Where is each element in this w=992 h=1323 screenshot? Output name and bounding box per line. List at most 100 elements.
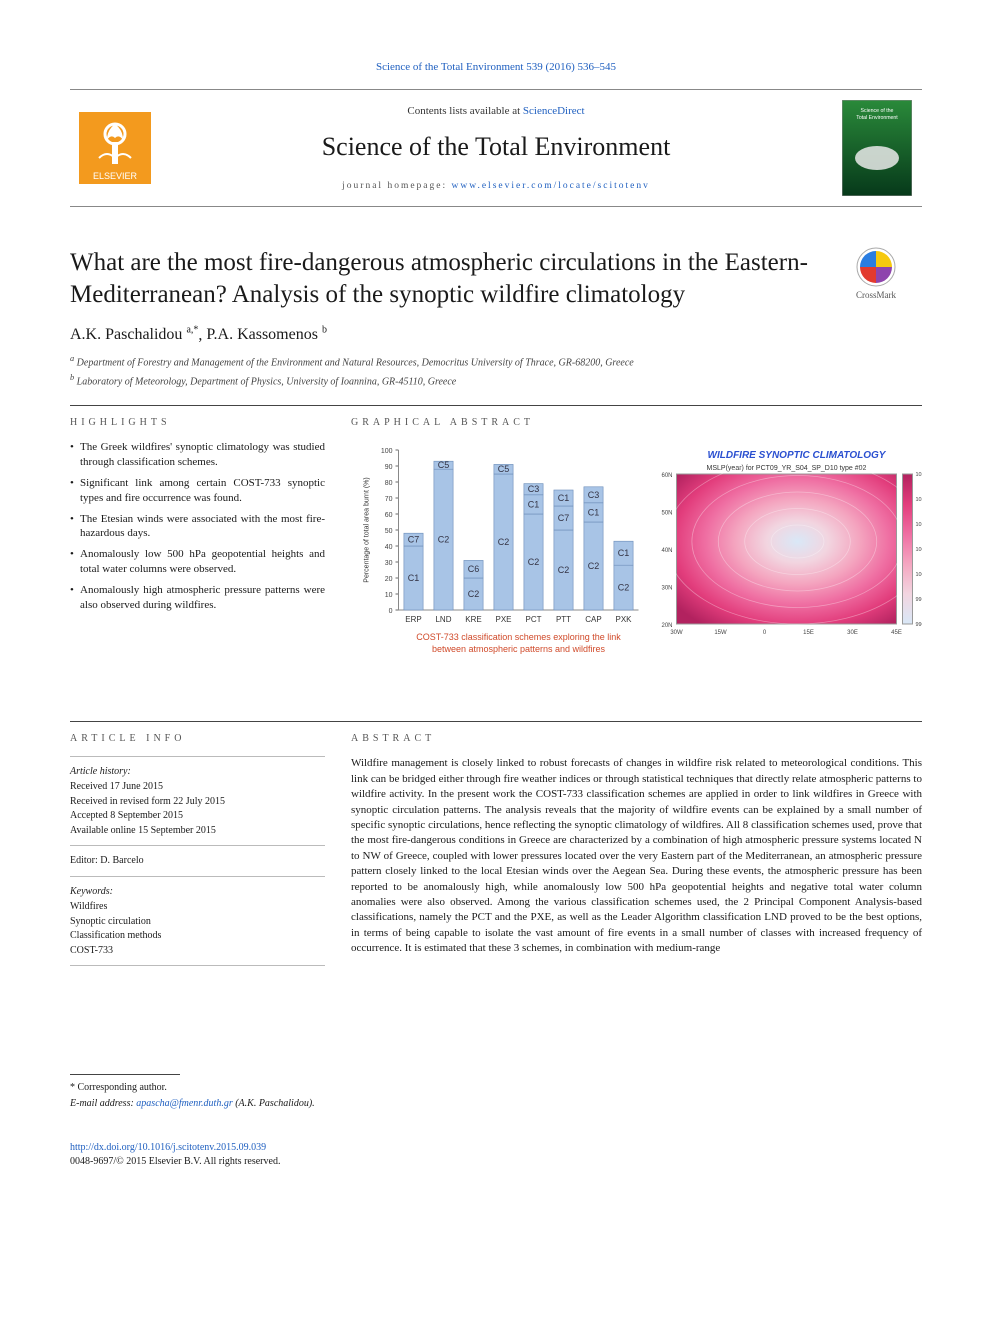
- svg-text:Total Environment: Total Environment: [856, 115, 898, 121]
- contents-line: Contents lists available at ScienceDirec…: [160, 104, 832, 119]
- highlights-head: HIGHLIGHTS: [70, 416, 325, 430]
- journal-cover-thumb: Science of the Total Environment: [832, 100, 922, 196]
- affiliation: a Department of Forestry and Management …: [70, 353, 922, 370]
- keyword: Wildfires: [70, 900, 325, 914]
- highlight-item: Anomalously high atmospheric pressure pa…: [70, 583, 325, 613]
- crossmark-icon: [856, 247, 896, 287]
- svg-text:C1: C1: [618, 548, 630, 558]
- rule: [70, 405, 922, 406]
- masthead: ELSEVIER Contents lists available at Sci…: [70, 89, 922, 207]
- svg-text:60N: 60N: [661, 473, 672, 479]
- homepage-url[interactable]: www.elsevier.com/locate/scitotenv: [452, 181, 650, 191]
- svg-text:C3: C3: [528, 484, 540, 494]
- svg-text:1020: 1020: [916, 497, 923, 503]
- svg-text:15W: 15W: [714, 630, 727, 636]
- svg-text:1026: 1026: [916, 472, 923, 478]
- svg-text:ERP: ERP: [405, 615, 421, 624]
- article-title: What are the most fire-dangerous atmosph…: [70, 247, 820, 310]
- header-citation-link[interactable]: Science of the Total Environment 539 (20…: [376, 61, 616, 73]
- svg-text:80: 80: [385, 480, 393, 487]
- graphabs-head: GRAPHICAL ABSTRACT: [351, 416, 922, 430]
- highlights-list: The Greek wildfires' synoptic climatolog…: [70, 440, 325, 612]
- articleinfo-head: ARTICLE INFO: [70, 732, 325, 746]
- svg-text:LND: LND: [435, 615, 451, 624]
- homepage-prefix: journal homepage:: [342, 181, 451, 191]
- graphical-abstract-svg: 0102030405060708090100Percentage of tota…: [351, 440, 922, 700]
- homepage-line: journal homepage: www.elsevier.com/locat…: [160, 180, 832, 193]
- svg-text:50: 50: [385, 528, 393, 535]
- svg-text:C2: C2: [618, 583, 630, 593]
- elsevier-logo-icon: ELSEVIER: [79, 112, 151, 184]
- svg-text:996: 996: [916, 597, 923, 603]
- editor-label: Editor:: [70, 855, 100, 866]
- svg-text:CAP: CAP: [585, 615, 601, 624]
- svg-text:30N: 30N: [661, 586, 672, 592]
- svg-text:1008: 1008: [916, 547, 923, 553]
- svg-text:C7: C7: [408, 535, 420, 545]
- svg-text:20: 20: [385, 576, 393, 583]
- editor-name: D. Barcelo: [100, 855, 143, 866]
- highlight-item: Significant link among certain COST-733 …: [70, 476, 325, 506]
- author-sup: b: [322, 325, 327, 336]
- svg-text:C5: C5: [438, 460, 450, 470]
- svg-text:90: 90: [385, 464, 393, 471]
- svg-text:COST-733 classification scheme: COST-733 classification schemes explorin…: [416, 632, 621, 642]
- journal-title: Science of the Total Environment: [160, 129, 832, 165]
- affiliation: b Laboratory of Meteorology, Department …: [70, 372, 922, 389]
- svg-text:40N: 40N: [661, 548, 672, 554]
- svg-text:C2: C2: [528, 557, 540, 567]
- doi-link[interactable]: http://dx.doi.org/10.1016/j.scitotenv.20…: [70, 1142, 266, 1153]
- crossmark-label: CrossMark: [856, 289, 896, 302]
- history-head: Article history:: [70, 765, 325, 779]
- svg-text:60: 60: [385, 512, 393, 519]
- author: A.K. Paschalidou a,*: [70, 326, 198, 343]
- svg-text:0: 0: [763, 630, 767, 636]
- svg-text:45E: 45E: [891, 630, 902, 636]
- elsevier-logo-text: ELSEVIER: [93, 171, 138, 181]
- email-link[interactable]: apascha@fmenr.duth.gr: [136, 1098, 232, 1109]
- keywords-head: Keywords:: [70, 885, 325, 899]
- sciencedirect-link[interactable]: ScienceDirect: [523, 105, 585, 117]
- svg-text:1014: 1014: [916, 522, 923, 528]
- svg-text:C2: C2: [498, 537, 510, 547]
- email-prefix: E-mail address:: [70, 1098, 136, 1109]
- svg-text:0: 0: [389, 608, 393, 615]
- history-line: Received in revised form 22 July 2015: [70, 795, 325, 809]
- cover-thumb-icon: Science of the Total Environment: [842, 100, 912, 196]
- history-line: Received 17 June 2015: [70, 780, 325, 794]
- svg-text:100: 100: [381, 448, 393, 455]
- email-paren: (A.K. Paschalidou).: [233, 1098, 315, 1109]
- publisher-logo: ELSEVIER: [70, 112, 160, 184]
- abstract-head: ABSTRACT: [351, 732, 922, 746]
- svg-text:between atmospheric patterns a: between atmospheric patterns and wildfir…: [432, 644, 606, 654]
- svg-text:PXE: PXE: [495, 615, 511, 624]
- svg-text:C2: C2: [588, 561, 600, 571]
- svg-text:15E: 15E: [803, 630, 814, 636]
- svg-text:50N: 50N: [661, 511, 672, 517]
- svg-text:C3: C3: [588, 490, 600, 500]
- editor-line: Editor: D. Barcelo: [70, 854, 325, 868]
- svg-text:40: 40: [385, 544, 393, 551]
- svg-text:C7: C7: [558, 513, 570, 523]
- rule: [70, 845, 325, 846]
- svg-text:Science of the: Science of the: [861, 108, 894, 114]
- rule: [70, 876, 325, 877]
- email-line: E-mail address: apascha@fmenr.duth.gr (A…: [70, 1097, 922, 1111]
- highlight-item: The Greek wildfires' synoptic climatolog…: [70, 440, 325, 470]
- rule: [70, 721, 922, 722]
- crossmark-badge[interactable]: CrossMark: [830, 247, 922, 302]
- svg-text:C1: C1: [558, 493, 570, 503]
- header-citation: Science of the Total Environment 539 (20…: [70, 60, 922, 75]
- svg-text:30E: 30E: [847, 630, 858, 636]
- svg-text:PXK: PXK: [615, 615, 632, 624]
- keyword: Synoptic circulation: [70, 915, 325, 929]
- authors: A.K. Paschalidou a,*, P.A. Kassomenos b: [70, 324, 922, 347]
- svg-text:990: 990: [916, 622, 923, 628]
- svg-text:C6: C6: [468, 564, 480, 574]
- svg-text:10: 10: [385, 592, 393, 599]
- svg-text:20N: 20N: [661, 623, 672, 629]
- svg-text:MSLP(year) for PCT09_YR_S04_SP: MSLP(year) for PCT09_YR_S04_SP_D10 type …: [707, 465, 867, 472]
- svg-text:PCT: PCT: [526, 615, 542, 624]
- svg-text:C2: C2: [558, 565, 570, 575]
- contents-prefix: Contents lists available at: [407, 105, 522, 117]
